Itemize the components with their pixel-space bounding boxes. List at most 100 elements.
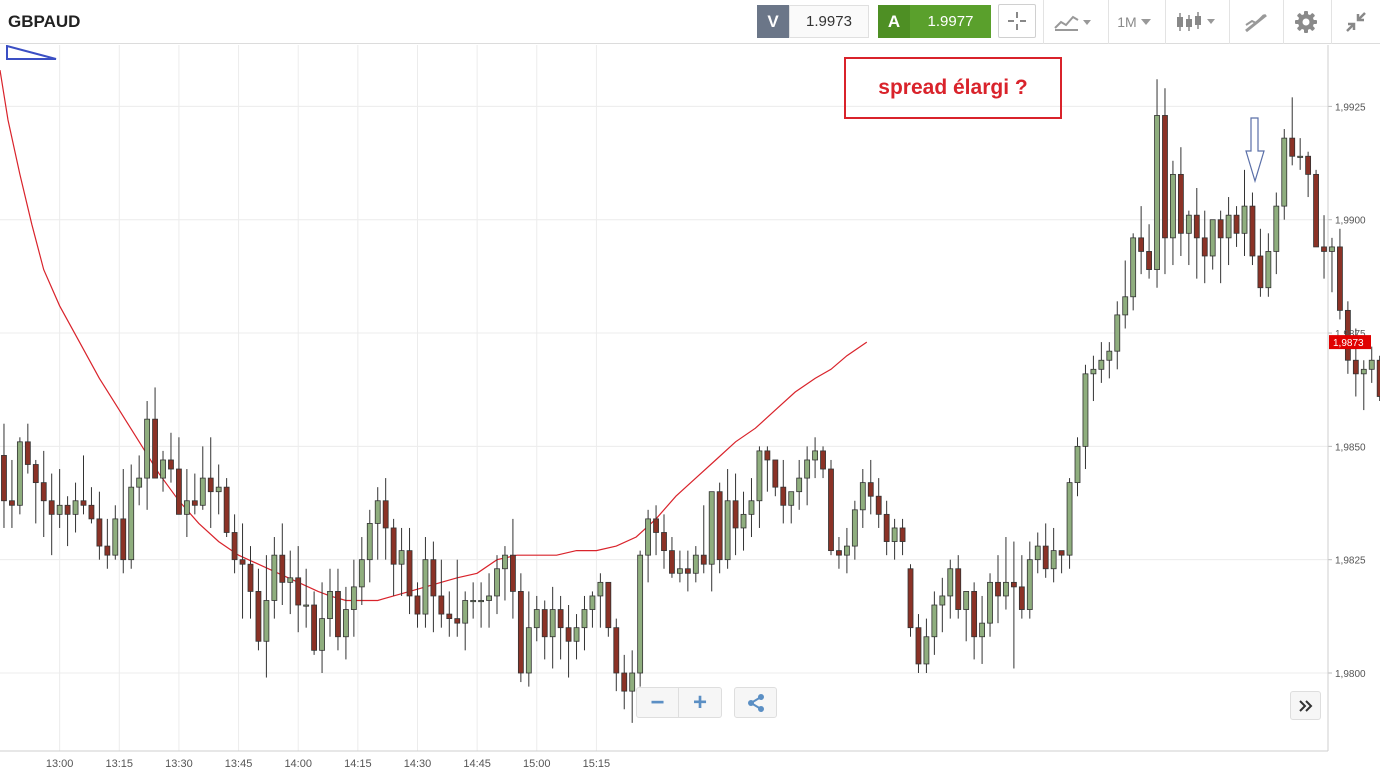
bullish-candle — [1265, 233, 1272, 297]
bullish-candle — [1273, 192, 1280, 275]
candle-body — [1122, 296, 1129, 316]
bullish-candle — [724, 469, 731, 569]
drawings — [6, 45, 1265, 184]
price-chart[interactable]: 1,9800 1,9825 1,9850 1,9875 1,9900 1,9925 13:0… — [0, 45, 1380, 779]
candle-body — [462, 600, 469, 624]
zoom-out-button[interactable]: − — [636, 687, 679, 718]
y-tick-label: 1,9825 — [1335, 556, 1366, 567]
candle-body — [40, 482, 47, 502]
bullish-candle — [398, 527, 405, 596]
zoom-in-button[interactable]: + — [679, 687, 722, 718]
candle-body — [374, 500, 381, 524]
candle-body — [947, 568, 954, 597]
bullish-candle — [183, 469, 190, 538]
bullish-candle — [1034, 532, 1041, 574]
timeframe-dropdown[interactable]: 1M — [1108, 0, 1160, 44]
candle-body — [120, 518, 127, 561]
candle-body — [1281, 137, 1288, 207]
candlestick-icon — [1176, 12, 1215, 31]
bearish-candle — [279, 523, 286, 606]
candle-body — [923, 636, 930, 665]
candle-body — [1066, 482, 1073, 556]
candle-body — [907, 568, 914, 629]
scroll-to-end-button[interactable] — [1290, 691, 1321, 720]
candle-body — [1185, 214, 1192, 234]
candle-body — [350, 586, 357, 610]
candle-body — [859, 482, 866, 511]
x-tick-label: 14:00 — [284, 758, 312, 770]
bearish-candle — [168, 432, 174, 483]
bullish-candle — [597, 573, 604, 628]
bearish-candle — [875, 478, 882, 528]
candle-body — [287, 577, 294, 583]
bullish-candle — [160, 450, 166, 492]
bearish-candle — [335, 568, 341, 651]
bearish-candle — [971, 582, 978, 660]
candle-body — [843, 545, 850, 556]
candle-body — [963, 591, 970, 610]
candle-body — [772, 459, 779, 488]
bullish-candle — [112, 505, 119, 560]
bearish-candle — [828, 459, 834, 556]
chart-type-button[interactable] — [1165, 0, 1225, 44]
candle-body — [549, 609, 556, 638]
bullish-candle — [343, 586, 349, 660]
candle-body — [915, 627, 922, 665]
bullish-candle — [271, 537, 278, 619]
settings-button[interactable] — [1283, 0, 1327, 44]
sell-price-widget[interactable]: V 1.9973 — [757, 0, 870, 44]
collapse-button[interactable] — [1331, 0, 1380, 44]
candle-body — [1313, 173, 1319, 248]
bearish-candle — [247, 546, 254, 619]
candle-body — [653, 518, 659, 533]
bearish-candle — [32, 459, 39, 524]
bearish-candle — [565, 605, 572, 678]
candle-body — [1201, 237, 1208, 257]
candle-body — [358, 559, 365, 588]
triangle-drawing — [6, 45, 57, 60]
candle-body — [692, 554, 699, 574]
candle-body — [1082, 373, 1089, 447]
bearish-candle — [732, 473, 739, 556]
bullish-candle — [303, 568, 310, 628]
candle-body — [1162, 115, 1168, 239]
bullish-candle — [470, 582, 477, 619]
share-button[interactable] — [734, 687, 777, 718]
bearish-candle — [1201, 210, 1208, 284]
bullish-candle — [987, 573, 993, 637]
candle-body — [1026, 559, 1033, 610]
bearish-candle — [1018, 555, 1025, 619]
candle-body — [541, 609, 548, 638]
bullish-candle — [502, 546, 508, 601]
x-tick-label: 14:15 — [344, 758, 372, 770]
bullish-candle — [374, 487, 381, 560]
annotation-text[interactable]: spread élargi ? — [844, 57, 1062, 119]
candle-body — [231, 532, 238, 561]
candle-body — [263, 600, 270, 642]
bullish-candle — [891, 518, 898, 560]
candle-body — [533, 609, 540, 629]
candle-body — [215, 486, 222, 493]
indicators-button[interactable] — [1043, 0, 1102, 44]
bullish-candle — [366, 509, 373, 583]
candle-body — [979, 622, 985, 638]
buy-price-widget[interactable]: A 1.9977 — [878, 0, 991, 44]
drawing-tools-button[interactable] — [1229, 0, 1281, 44]
candle-body — [502, 554, 508, 570]
candle-body — [836, 550, 842, 556]
bearish-candle — [207, 437, 214, 528]
crosshair-button[interactable] — [998, 4, 1036, 38]
candle-body — [820, 450, 826, 470]
sell-price: 1.9973 — [789, 5, 869, 38]
candle-body — [1321, 246, 1327, 252]
bullish-candle — [1209, 219, 1216, 270]
bullish-candle — [533, 595, 540, 642]
candle-body — [677, 568, 683, 574]
candle-body — [295, 577, 302, 606]
candle-body — [446, 613, 453, 620]
bullish-candle — [1082, 364, 1089, 470]
bullish-candle — [1098, 342, 1105, 383]
candle-body — [828, 468, 834, 552]
y-tick-label: 1,9800 — [1335, 669, 1366, 680]
candle-body — [239, 559, 246, 565]
